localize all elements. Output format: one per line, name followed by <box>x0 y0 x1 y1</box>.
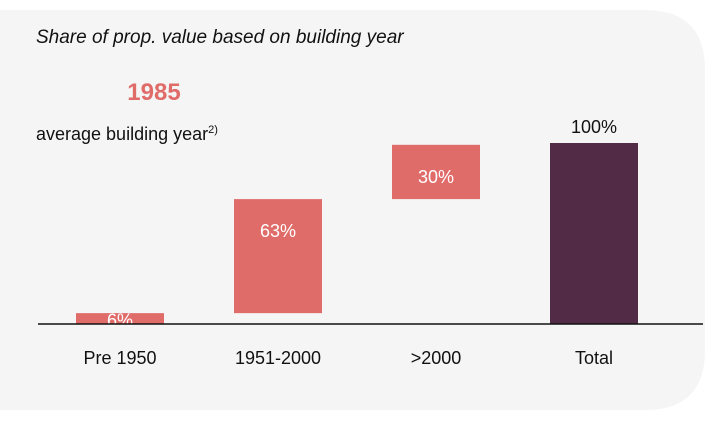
footnote-ref: 2) <box>208 124 218 136</box>
value-label: 6% <box>107 311 133 331</box>
bar <box>392 144 480 200</box>
highlight-value: 1985 <box>127 79 180 106</box>
x-tick-label: Total <box>575 348 613 368</box>
value-label: 100% <box>571 117 617 137</box>
chart-title: Share of prop. value based on building y… <box>36 27 404 48</box>
marks: 6% 63% 30% 100% <box>76 117 638 331</box>
x-tick-label: >2000 <box>411 348 462 368</box>
bar <box>76 313 164 324</box>
value-label: 63% <box>260 221 296 241</box>
panel <box>0 10 705 410</box>
x-tick-label: Pre 1950 <box>83 348 156 368</box>
total-bar <box>550 143 638 324</box>
caption-text: average building year <box>36 124 208 144</box>
bar <box>234 199 322 314</box>
value-label: 30% <box>418 167 454 187</box>
x-tick-label: 1951-2000 <box>235 348 321 368</box>
highlight-caption: average building year2) <box>36 124 218 144</box>
